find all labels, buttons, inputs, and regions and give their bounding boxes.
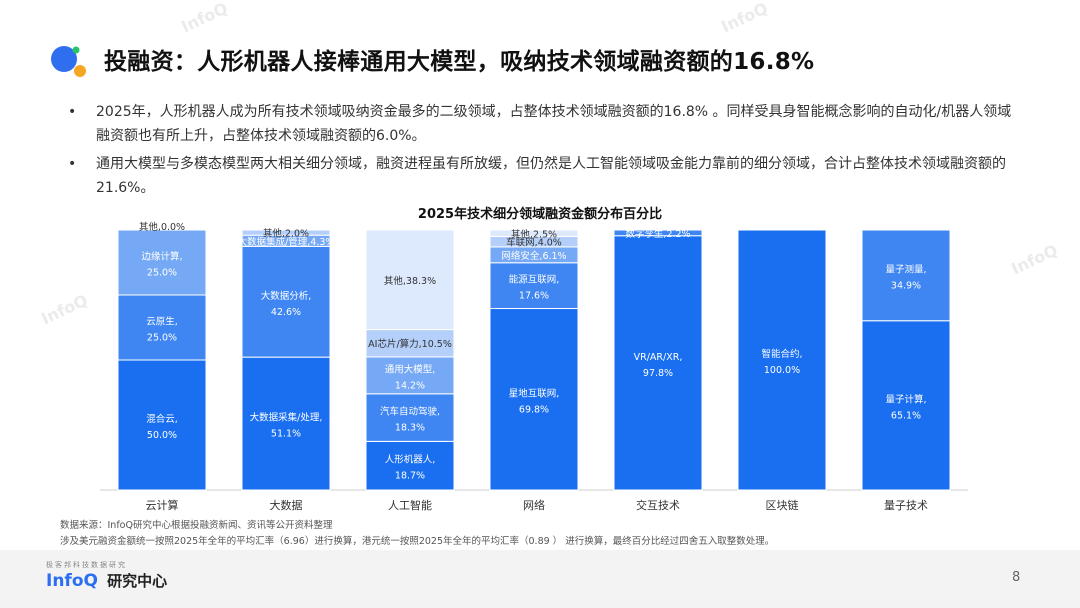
page-title: 投融资：人形机器人接棒通用大模型，吸纳技术领域融资额的16.8% [104,49,815,75]
segment-label: 车联网,4.0% [506,237,562,249]
bar-segment [117,359,207,491]
x-tick-label: 交互技术 [636,498,680,512]
bar-segment [241,245,331,358]
segment-label: 汽车自动驾驶, 18.3% [380,406,440,434]
x-tick-label: 网络 [523,498,545,512]
bar-segment [365,229,455,331]
segment-label: 云原生, 25.0% [146,316,178,344]
chart-title: 2025年技术细分领域融资金额分布百分比 [417,207,663,222]
segment-label: 其他,2.5% [511,228,557,240]
segment-label: 边缘计算, 25.0% [141,251,182,279]
segment-label: 混合云, 50.0% [146,413,178,441]
bar-segment [365,440,455,491]
bullet-dot: • [68,156,77,172]
bar-segment [241,229,331,236]
segment-label: AI芯片/算力,10.5% [368,338,452,350]
footer-tagline: 极客邦科技数据研究 [46,561,127,569]
logo-dot-blue [51,46,77,72]
segment-label: 量子计算, 65.1% [885,393,926,421]
bar-segment [365,356,455,395]
bullet-list: • 2025年，人形机器人成为所有技术领域吸纳资金最多的二级领域，占整体技术领域… [62,100,1022,204]
segment-label: 能源互联网, 17.6% [509,274,560,302]
bar-segment [489,308,579,491]
bar-segment [489,262,579,310]
segment-label: 大数据集成/管理,4.3% [238,236,335,248]
bar-segment [365,329,455,358]
segment-label: 量子测量, 34.9% [885,264,926,291]
bar-segment [613,235,703,491]
segment-label: VR/AR/XR, 97.8% [634,352,683,379]
segment-label: 智能合约, 100.0% [761,348,802,376]
x-tick-label: 云计算 [146,498,179,512]
segment-label: 其他,38.3% [384,275,436,287]
bar-segment [861,229,951,322]
bullet-dot: • [68,104,77,120]
bar-segment [737,229,827,491]
footer-brand: 极客邦科技数据研究 InfoQ 研究中心 [46,560,167,591]
segment-label: 星地互联网, 69.8% [509,387,560,415]
x-tick-label: 人工智能 [388,498,432,512]
bar-segment [117,229,207,296]
bar-segment [241,356,331,491]
logo-dot-green [72,46,80,54]
bullet-text: 2025年，人形机器人成为所有技术领域吸纳资金最多的二级领域，占整体技术领域融资… [96,104,1012,144]
x-tick-label: 量子技术 [884,499,928,512]
bullet-item: • 通用大模型与多模态模型两大相关细分领域，融资进程虽有所放缓，但仍然是人工智能… [62,152,1022,200]
segment-label: 其他,2.0% [263,228,309,240]
footnotes: 数据来源：InfoQ研究中心根据投融资新闻、资讯等公开资料整理 涉及美元融资金额… [60,518,774,550]
footer-brand-name: InfoQ [46,571,98,591]
footer-bar [0,550,1080,608]
bullet-text: 通用大模型与多模态模型两大相关细分领域，融资进程虽有所放缓，但仍然是人工智能领域… [96,156,1006,196]
footnote-source: 数据来源：InfoQ研究中心根据投融资新闻、资讯等公开资料整理 [60,520,333,531]
title-logo-icon [51,46,86,77]
x-tick-label: 区块链 [766,498,799,512]
segment-label: 网络安全,6.1% [501,250,566,262]
bar-segment [489,229,579,237]
bar-segment [613,229,703,237]
segment-label: 大数据采集/处理, 51.1% [250,412,323,440]
logo-dot-orange [74,65,86,77]
x-tick-label: 大数据 [270,498,303,512]
page-number: 8 [1012,570,1021,585]
segment-label: 通用大模型, 14.2% [385,363,436,391]
segment-label: 数字孪生,2.2% [625,228,690,240]
bar-segment [365,393,455,442]
bar-segment [861,320,951,491]
footnote-exchange: 涉及美元融资金额统一按照2025年全年的平均汇率（6.96）进行换算，港元统一按… [60,536,775,547]
segment-label: 人形机器人, 18.7% [385,454,436,482]
footer-brand-cn: 研究中心 [107,572,168,590]
segment-label: 大数据分析, 42.6% [261,290,312,318]
bullet-item: • 2025年，人形机器人成为所有技术领域吸纳资金最多的二级领域，占整体技术领域… [62,100,1022,148]
segment-label: 其他,0.0% [139,221,185,233]
bar-segment [117,294,207,361]
